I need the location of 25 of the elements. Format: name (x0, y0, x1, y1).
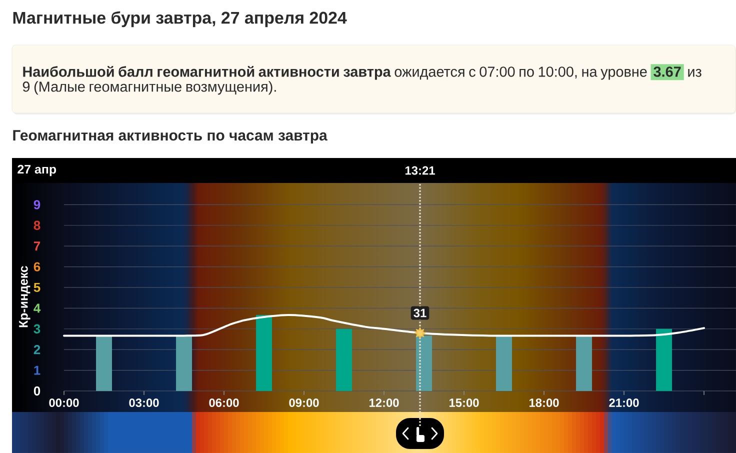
x-tick-label: 09:00 (289, 398, 319, 407)
text: Геомагнитная активность по часам завтра (13, 130, 328, 144)
y-tick-label: 7 (34, 242, 40, 251)
x-tick-label: 15:00 (449, 398, 479, 407)
y-tick-label: 9 (34, 200, 40, 210)
y-tick-label: 5 (34, 282, 40, 292)
y-tick-label: 2 (34, 345, 40, 354)
x-tick-label: 21:00 (609, 398, 639, 407)
x-tick-label: 00:00 (49, 398, 79, 407)
x-tick-label: 18:00 (529, 398, 559, 407)
text: Наибольшой балл геомагнитной активности завтра ожидается с 07:00 по 10:00, на уровне 3.67 из 9 (Малые геомагнитные возмущения). (22, 66, 702, 95)
y-tick-label: 6 (34, 262, 40, 272)
x-tick-label: 12:00 (369, 398, 399, 407)
text: 27 апр (18, 164, 56, 176)
chart-title: Магнитные бури завтра, 27 апреля 2024 (13, 11, 347, 28)
y-tick-label: 0 (34, 386, 40, 396)
y-axis-title: Кр-индекс (19, 266, 30, 328)
annotation: 31 (414, 308, 426, 318)
ref-line-label: 13:21 (405, 166, 435, 175)
y-tick-label: 8 (34, 220, 40, 230)
y-tick-label: 4 (34, 304, 41, 313)
y-tick-label: 1 (34, 366, 40, 375)
y-tick-label: 3 (34, 324, 40, 334)
x-tick-label: 03:00 (129, 398, 159, 407)
x-tick-label: 06:00 (209, 398, 239, 407)
